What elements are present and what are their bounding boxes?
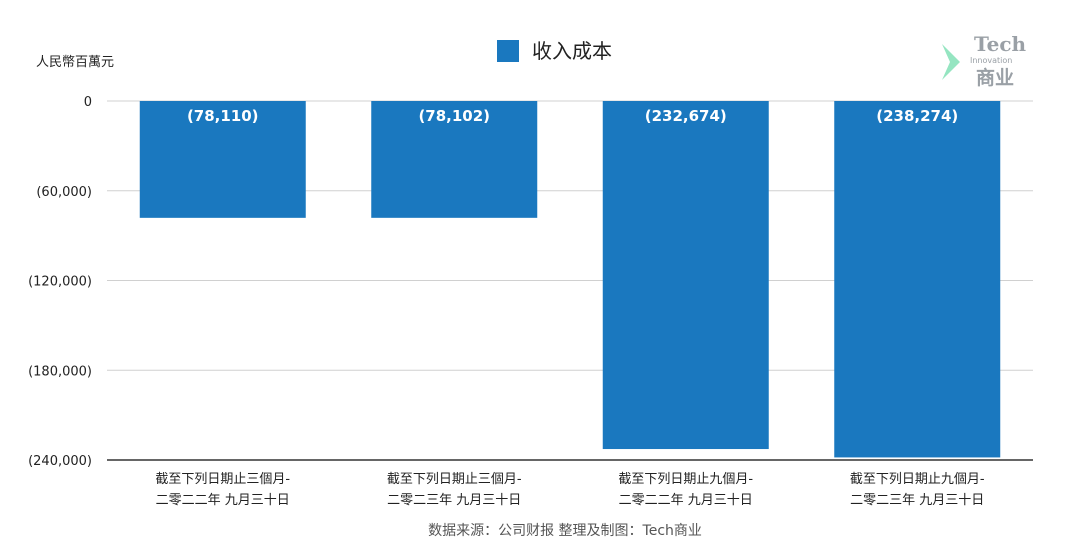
y-tick-label: (240,000) xyxy=(28,454,92,469)
y-axis-unit-label: 人民幣百萬元 xyxy=(36,55,114,70)
x-category-label: 二零二三年 九月三十日 xyxy=(387,493,521,508)
bar xyxy=(834,101,1001,458)
x-category-label: 截至下列日期止九個月- xyxy=(618,472,753,487)
bar-value-label: (238,274) xyxy=(876,107,958,125)
y-tick-label: 0 xyxy=(84,95,92,110)
legend-label: 收入成本 xyxy=(532,39,612,63)
x-category-label: 截至下列日期止九個月- xyxy=(850,472,985,487)
y-tick-label: (60,000) xyxy=(36,185,92,200)
bar-value-label: (78,102) xyxy=(418,107,490,125)
x-category-label: 二零二二年 九月三十日 xyxy=(156,493,290,508)
svg-text:Innovation: Innovation xyxy=(970,56,1012,65)
svg-text:Tech: Tech xyxy=(974,32,1026,56)
x-category-label: 二零二三年 九月三十日 xyxy=(850,493,984,508)
y-tick-label: (120,000) xyxy=(28,275,92,290)
x-category-label: 截至下列日期止三個月- xyxy=(387,472,522,487)
bar xyxy=(602,101,769,450)
y-tick-label: (180,000) xyxy=(28,364,92,379)
bar-value-label: (78,110) xyxy=(187,107,259,125)
x-category-label: 二零二二年 九月三十日 xyxy=(619,493,753,508)
bar xyxy=(139,101,306,218)
bar-value-label: (232,674) xyxy=(645,107,727,125)
legend-swatch xyxy=(497,40,519,62)
x-category-label: 截至下列日期止三個月- xyxy=(155,472,290,487)
svg-text:商业: 商业 xyxy=(976,66,1014,89)
bar xyxy=(371,101,538,218)
source-note: 数据来源：公司财报 整理及制图：Tech商业 xyxy=(428,523,702,539)
watermark-logo: Tech Innovation 商业 xyxy=(942,32,1026,89)
